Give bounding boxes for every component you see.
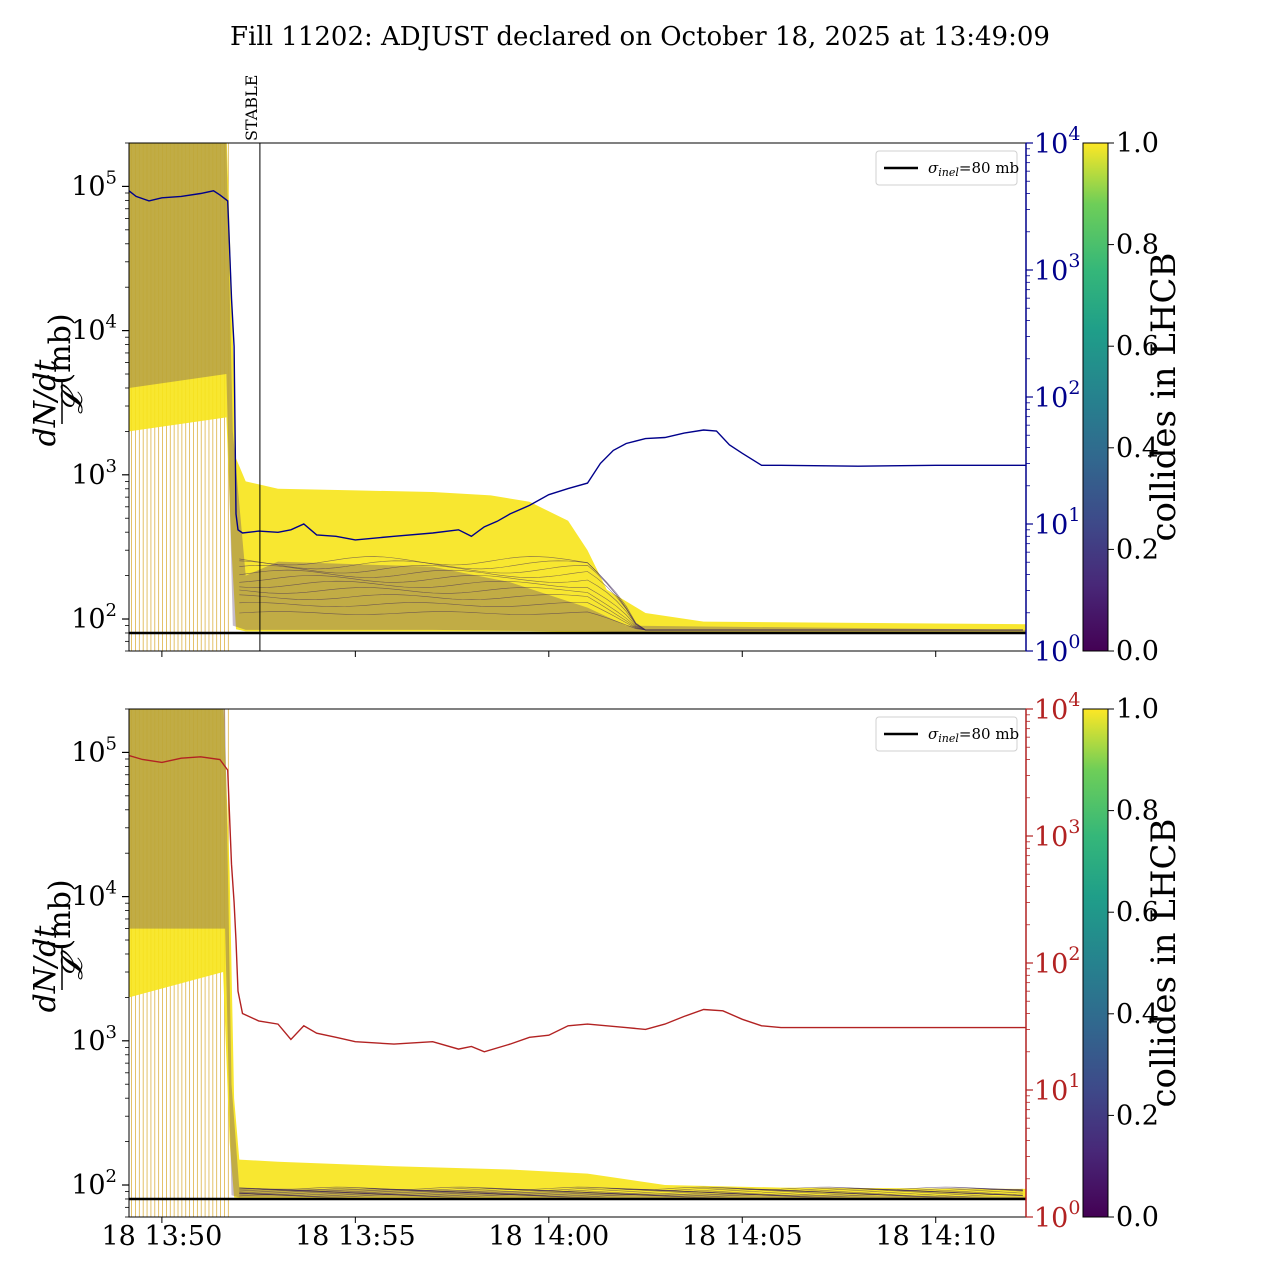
bottom-dark-band (129, 709, 1026, 1199)
bottom-colorbar-label: collides in LHCB (1144, 818, 1184, 1107)
top-y-axis-label: dN/dt 𝓛 (mb) (28, 313, 90, 446)
bottom-legend: σinel=80 mb (875, 716, 1019, 752)
top-ylabel-num: dN/dt (28, 359, 63, 447)
y2tick-label: 100 (1034, 1197, 1080, 1234)
top-legend-sub: inel (938, 166, 959, 179)
top-ylabel-unit: (mb) (43, 313, 78, 384)
xtick-label: 18 14:10 (875, 1221, 996, 1252)
y2tick-label: 102 (1034, 943, 1080, 980)
colorbar-tick-label: 1.0 (1116, 128, 1159, 159)
colorbar-tick-label: 0.0 (1116, 1202, 1159, 1233)
svg-text:σinel=80 mb: σinel=80 mb (928, 725, 1019, 745)
bottom-colorbar: 0.0 0.2 0.4 0.6 0.8 1.0 collides in LHCB (1082, 694, 1184, 1233)
y2tick-label: 101 (1034, 1070, 1080, 1107)
top-dark-traces (239, 556, 1023, 631)
xtick-label: 18 13:50 (102, 1221, 223, 1252)
top-legend-rest: =80 mb (959, 159, 1019, 177)
bottom-left-ticks: 105 104 103 102 (71, 708, 129, 1218)
colorbar-tick-label: 0.2 (1116, 534, 1159, 565)
top-legend-sigma: σ (928, 159, 939, 177)
bottom-plot-frame (128, 708, 1027, 1218)
bottom-colorbar-ticks: 0.0 0.2 0.4 0.6 0.8 1.0 (1108, 694, 1159, 1233)
bottom-legend-sub: inel (938, 732, 959, 745)
colorbar-tick-label: 0.4 (1116, 433, 1159, 464)
stable-label: STABLE (242, 75, 261, 141)
top-left-ticks: 105 104 103 102 (71, 142, 129, 652)
top-right-ticks: 104 103 102 101 100 (1026, 123, 1080, 668)
top-yellow-band (129, 143, 1026, 633)
ytick-label: 105 (71, 733, 117, 768)
colorbar-tick-label: 0.0 (1116, 636, 1159, 667)
bottom-dark-traces (239, 1186, 1023, 1198)
bottom-right-axis-series (129, 754, 1026, 1053)
ytick-label: 104 (71, 878, 117, 913)
top-colorbar: 0.0 0.2 0.4 0.6 0.8 1.0 collides in LHCB (1082, 128, 1184, 667)
colorbar-tick-label: 0.4 (1116, 999, 1159, 1030)
top-legend: σinel=80 mb (875, 150, 1019, 186)
y2tick-label: 104 (1034, 689, 1080, 726)
bottom-right-ticks: 104 103 102 101 100 (1026, 689, 1080, 1234)
y2tick-label: 103 (1034, 250, 1080, 287)
bottom-x-ticks: 18 13:50 18 13:55 18 14:00 18 14:05 18 14:10 (102, 1217, 996, 1252)
colorbar-tick-label: 1.0 (1116, 694, 1159, 725)
bottom-legend-rest: =80 mb (959, 725, 1019, 743)
y2tick-label: 102 (1034, 377, 1080, 414)
bottom-yellow-band (129, 709, 1026, 1199)
colorbar-tick-label: 0.8 (1116, 230, 1159, 261)
y2tick-label: 101 (1034, 504, 1080, 541)
ytick-label: 104 (71, 312, 117, 347)
bottom-legend-sigma: σ (928, 725, 939, 743)
top-colorbar-ticks: 0.0 0.2 0.4 0.6 0.8 1.0 (1108, 128, 1159, 667)
y2tick-label: 104 (1034, 123, 1080, 160)
svg-text:σinel=80 mb: σinel=80 mb (928, 159, 1019, 179)
colorbar-tick-label: 0.6 (1116, 897, 1159, 928)
bunch-trace (239, 1190, 1023, 1194)
bunch-trace (239, 1186, 1023, 1190)
ytick-label: 102 (71, 1166, 117, 1201)
top-colorbar-label: collides in LHCB (1144, 252, 1184, 541)
top-right-axis-series (129, 190, 1026, 541)
bottom-ylabel-num: dN/dt (28, 925, 63, 1013)
bottom-ylabel-unit: (mb) (43, 879, 78, 950)
figure-title: Fill 11202: ADJUST declared on October 1… (230, 22, 1050, 52)
bunch-trace (239, 556, 1023, 631)
top-x-ticks (161, 651, 937, 657)
ytick-label: 103 (71, 1022, 117, 1057)
y2tick-label: 103 (1034, 816, 1080, 853)
colorbar-tick-label: 0.2 (1116, 1100, 1159, 1131)
top-bunch-traces (129, 143, 1026, 651)
bottom-bunch-traces (129, 709, 1026, 1217)
ytick-label: 105 (71, 167, 117, 202)
xtick-label: 18 14:05 (682, 1221, 803, 1252)
y2tick-label: 100 (1034, 631, 1080, 668)
xtick-label: 18 14:00 (488, 1221, 609, 1252)
ytick-label: 103 (71, 456, 117, 491)
xtick-label: 18 13:55 (295, 1221, 416, 1252)
bunch-trace (239, 1190, 1023, 1195)
colorbar-tick-label: 0.8 (1116, 796, 1159, 827)
ytick-label: 102 (71, 600, 117, 635)
colorbar-tick-label: 0.6 (1116, 331, 1159, 362)
top-panel: STABLE 105 104 103 102 104 103 102 101 100 dN/d… (28, 75, 1184, 668)
top-dark-band (129, 143, 1026, 633)
